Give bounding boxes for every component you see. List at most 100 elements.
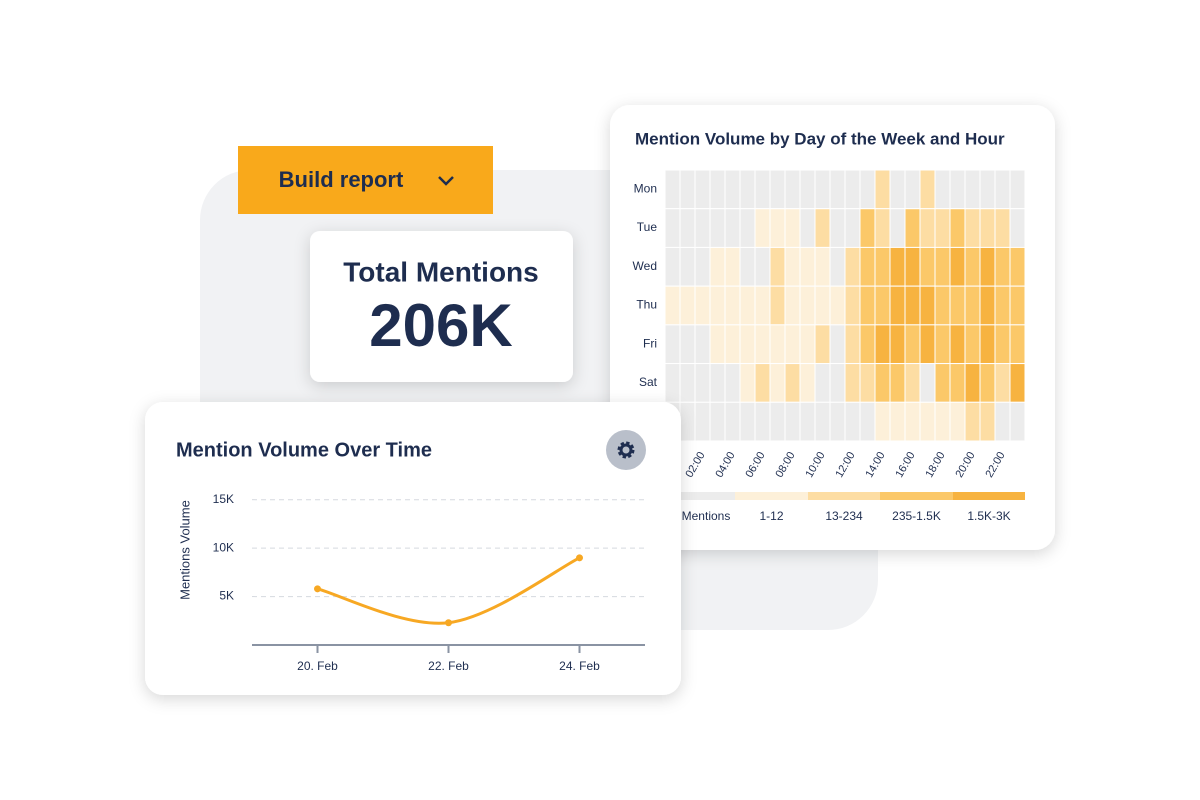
kpi-card: Total Mentions 206K: [310, 231, 573, 382]
heat-cell: [964, 285, 981, 326]
heat-cell: [784, 169, 801, 210]
heat-cell: [829, 401, 846, 442]
heat-cell: [709, 285, 726, 326]
line-card: Mention Volume Over Time Mentions Volume…: [145, 402, 681, 695]
heat-cell: [964, 363, 981, 403]
legend-swatch: [735, 492, 808, 500]
heat-cell: [874, 246, 891, 287]
heat-cell: [814, 169, 831, 210]
heat-cell: [754, 363, 771, 403]
y-tick-label: Wed: [633, 259, 657, 273]
heat-cell: [919, 324, 936, 365]
heat-cell: [859, 246, 876, 287]
heat-cell: [1009, 285, 1026, 326]
y-tick-label: 10K: [213, 540, 234, 554]
heat-cell: [829, 246, 846, 287]
heat-cell: [844, 401, 861, 442]
heat-cell: [979, 363, 996, 403]
heat-cell: [949, 363, 966, 403]
heat-cell: [964, 169, 981, 210]
heat-cell: [934, 401, 951, 442]
heat-cell: [769, 324, 786, 365]
heat-cell: [784, 363, 801, 403]
heat-cell: [724, 169, 741, 210]
heat-cell: [679, 208, 696, 248]
heat-cell: [874, 169, 891, 210]
kpi-value: 206K: [369, 292, 512, 359]
legend-swatch: [665, 492, 735, 500]
heat-cell: [799, 246, 816, 287]
heat-cell: [694, 169, 711, 210]
heat-cell: [949, 285, 966, 326]
heat-cell: [784, 285, 801, 326]
heat-cell: [874, 401, 891, 442]
heat-cell: [904, 208, 921, 248]
heat-cell: [979, 169, 996, 210]
heat-cell: [859, 363, 876, 403]
chart-title: Mention Volume by Day of the Week and Ho…: [635, 129, 1005, 148]
heat-cell: [889, 169, 906, 210]
heat-cell: [694, 208, 711, 248]
x-tick-label: 22. Feb: [428, 659, 469, 673]
heat-cell: [829, 285, 846, 326]
heat-cell: [1009, 169, 1026, 210]
heat-cell: [769, 285, 786, 326]
legend-swatch: [880, 492, 953, 500]
heat-cell: [694, 285, 711, 326]
heat-cell: [919, 285, 936, 326]
heat-cell: [844, 208, 861, 248]
heat-cell: [829, 363, 846, 403]
heat-cell: [724, 324, 741, 365]
heat-cell: [859, 169, 876, 210]
heat-cell: [979, 208, 996, 248]
heat-cell: [799, 285, 816, 326]
settings-button[interactable]: [606, 430, 646, 470]
heat-cell: [754, 401, 771, 442]
button-label: Build report: [279, 167, 404, 192]
heat-cell: [679, 169, 696, 210]
heat-cell: [1009, 324, 1026, 365]
heat-cell: [874, 324, 891, 365]
legend-label: 235-1.5K: [892, 509, 941, 523]
heat-cell: [994, 324, 1011, 365]
heat-cell: [1009, 208, 1026, 248]
heat-cell: [694, 246, 711, 287]
heat-cell: [979, 246, 996, 287]
heat-cell: [919, 246, 936, 287]
heat-cell: [754, 246, 771, 287]
y-tick-label: Mon: [634, 182, 657, 196]
heat-cell: [739, 324, 756, 365]
heat-cell: [949, 401, 966, 442]
heat-cell: [859, 401, 876, 442]
heat-cell: [664, 169, 681, 210]
heat-cell: [664, 363, 681, 403]
heat-cell: [694, 401, 711, 442]
heat-cell: [739, 285, 756, 326]
heat-cell: [934, 285, 951, 326]
heat-cell: [799, 401, 816, 442]
heat-cell: [889, 363, 906, 403]
heat-cell: [934, 246, 951, 287]
build-report-button[interactable]: Build report: [238, 146, 493, 214]
heat-cell: [979, 401, 996, 442]
heat-cell: [844, 246, 861, 287]
heat-cell: [994, 246, 1011, 287]
point: [576, 554, 583, 562]
heat-cell: [739, 169, 756, 210]
heat-cell: [799, 208, 816, 248]
heat-cell: [844, 324, 861, 365]
heat-cell: [829, 324, 846, 365]
heat-cell: [994, 208, 1011, 248]
heat-cell: [994, 285, 1011, 326]
heat-cell: [709, 324, 726, 365]
y-axis-label: Mentions Volume: [177, 500, 192, 600]
heat-cell: [784, 324, 801, 365]
heat-cell: [664, 208, 681, 248]
heat-cell: [919, 363, 936, 403]
y-tick-label: 15K: [213, 492, 234, 506]
heat-cell: [934, 363, 951, 403]
heat-cell: [889, 246, 906, 287]
heat-cell: [904, 363, 921, 403]
heat-cell: [769, 363, 786, 403]
heat-cell: [664, 324, 681, 365]
